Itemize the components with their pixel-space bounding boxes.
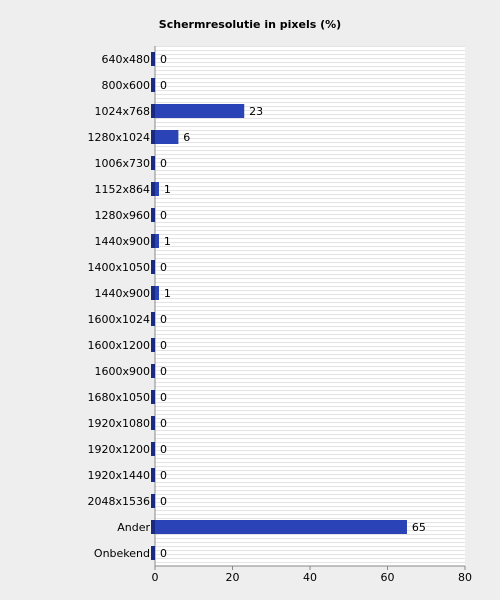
value-label: 0: [160, 79, 167, 92]
value-label: 1: [164, 235, 171, 248]
value-label: 0: [160, 365, 167, 378]
value-label: 0: [160, 417, 167, 430]
bar-side: [151, 260, 155, 274]
value-label: 6: [183, 131, 190, 144]
x-tick-label: 0: [152, 571, 159, 584]
y-tick-label: 1280x1024: [88, 131, 151, 144]
value-label: 65: [412, 521, 426, 534]
bar-side: [151, 338, 155, 352]
bar-side: [151, 546, 155, 560]
bar-side: [151, 286, 159, 300]
bar-side: [151, 416, 155, 430]
bar-side: [151, 52, 155, 66]
y-tick-label: 1600x1200: [88, 339, 151, 352]
x-tick-label: 80: [458, 571, 472, 584]
value-label: 0: [160, 261, 167, 274]
bar-side: [151, 78, 155, 92]
y-tick-label: 1006x730: [95, 157, 151, 170]
y-tick-label: 800x600: [101, 79, 150, 92]
value-label: 0: [160, 495, 167, 508]
y-tick-label: 1600x900: [95, 365, 151, 378]
y-tick-label: 1280x960: [95, 209, 151, 222]
value-label: 0: [160, 339, 167, 352]
bar: [155, 182, 159, 196]
x-tick-label: 20: [226, 571, 240, 584]
bar: [155, 234, 159, 248]
bar-side: [151, 494, 155, 508]
bar: [155, 130, 179, 144]
bar-side: [151, 312, 155, 326]
y-tick-label: 1440x900: [95, 235, 151, 248]
value-label: 0: [160, 547, 167, 560]
bar-side: [151, 208, 155, 222]
y-tick-label: 1400x1050: [88, 261, 151, 274]
value-label: 0: [160, 443, 167, 456]
bar-side: [151, 390, 155, 404]
y-tick-label: 1440x900: [95, 287, 151, 300]
bar-side: [151, 182, 159, 196]
value-label: 0: [160, 53, 167, 66]
value-label: 0: [160, 313, 167, 326]
y-tick-label: 1600x1024: [88, 313, 151, 326]
plot-area: [155, 46, 465, 566]
y-tick-label: Ander: [117, 521, 150, 534]
y-tick-label: 1024x768: [95, 105, 151, 118]
value-label: 0: [160, 209, 167, 222]
value-label: 1: [164, 287, 171, 300]
bar: [155, 286, 159, 300]
y-tick-label: 1680x1050: [88, 391, 151, 404]
y-tick-label: 1152x864: [95, 183, 151, 196]
y-tick-label: 1920x1440: [88, 469, 151, 482]
y-tick-label: Onbekend: [94, 547, 150, 560]
value-label: 1: [164, 183, 171, 196]
chart-title: Schermresolutie in pixels (%): [159, 18, 341, 31]
bar-side: [151, 234, 159, 248]
y-tick-label: 2048x1536: [88, 495, 151, 508]
bar: [155, 104, 245, 118]
bar-side: [151, 468, 155, 482]
bar-side: [151, 442, 155, 456]
value-label: 0: [160, 157, 167, 170]
bar-side: [151, 364, 155, 378]
x-tick-label: 40: [303, 571, 317, 584]
y-tick-label: 1920x1080: [88, 417, 151, 430]
bar-side: [151, 156, 155, 170]
value-label: 23: [249, 105, 263, 118]
y-tick-label: 640x480: [101, 53, 150, 66]
value-label: 0: [160, 469, 167, 482]
y-tick-label: 1920x1200: [88, 443, 151, 456]
x-tick-label: 60: [381, 571, 395, 584]
value-label: 0: [160, 391, 167, 404]
bar: [155, 520, 407, 534]
